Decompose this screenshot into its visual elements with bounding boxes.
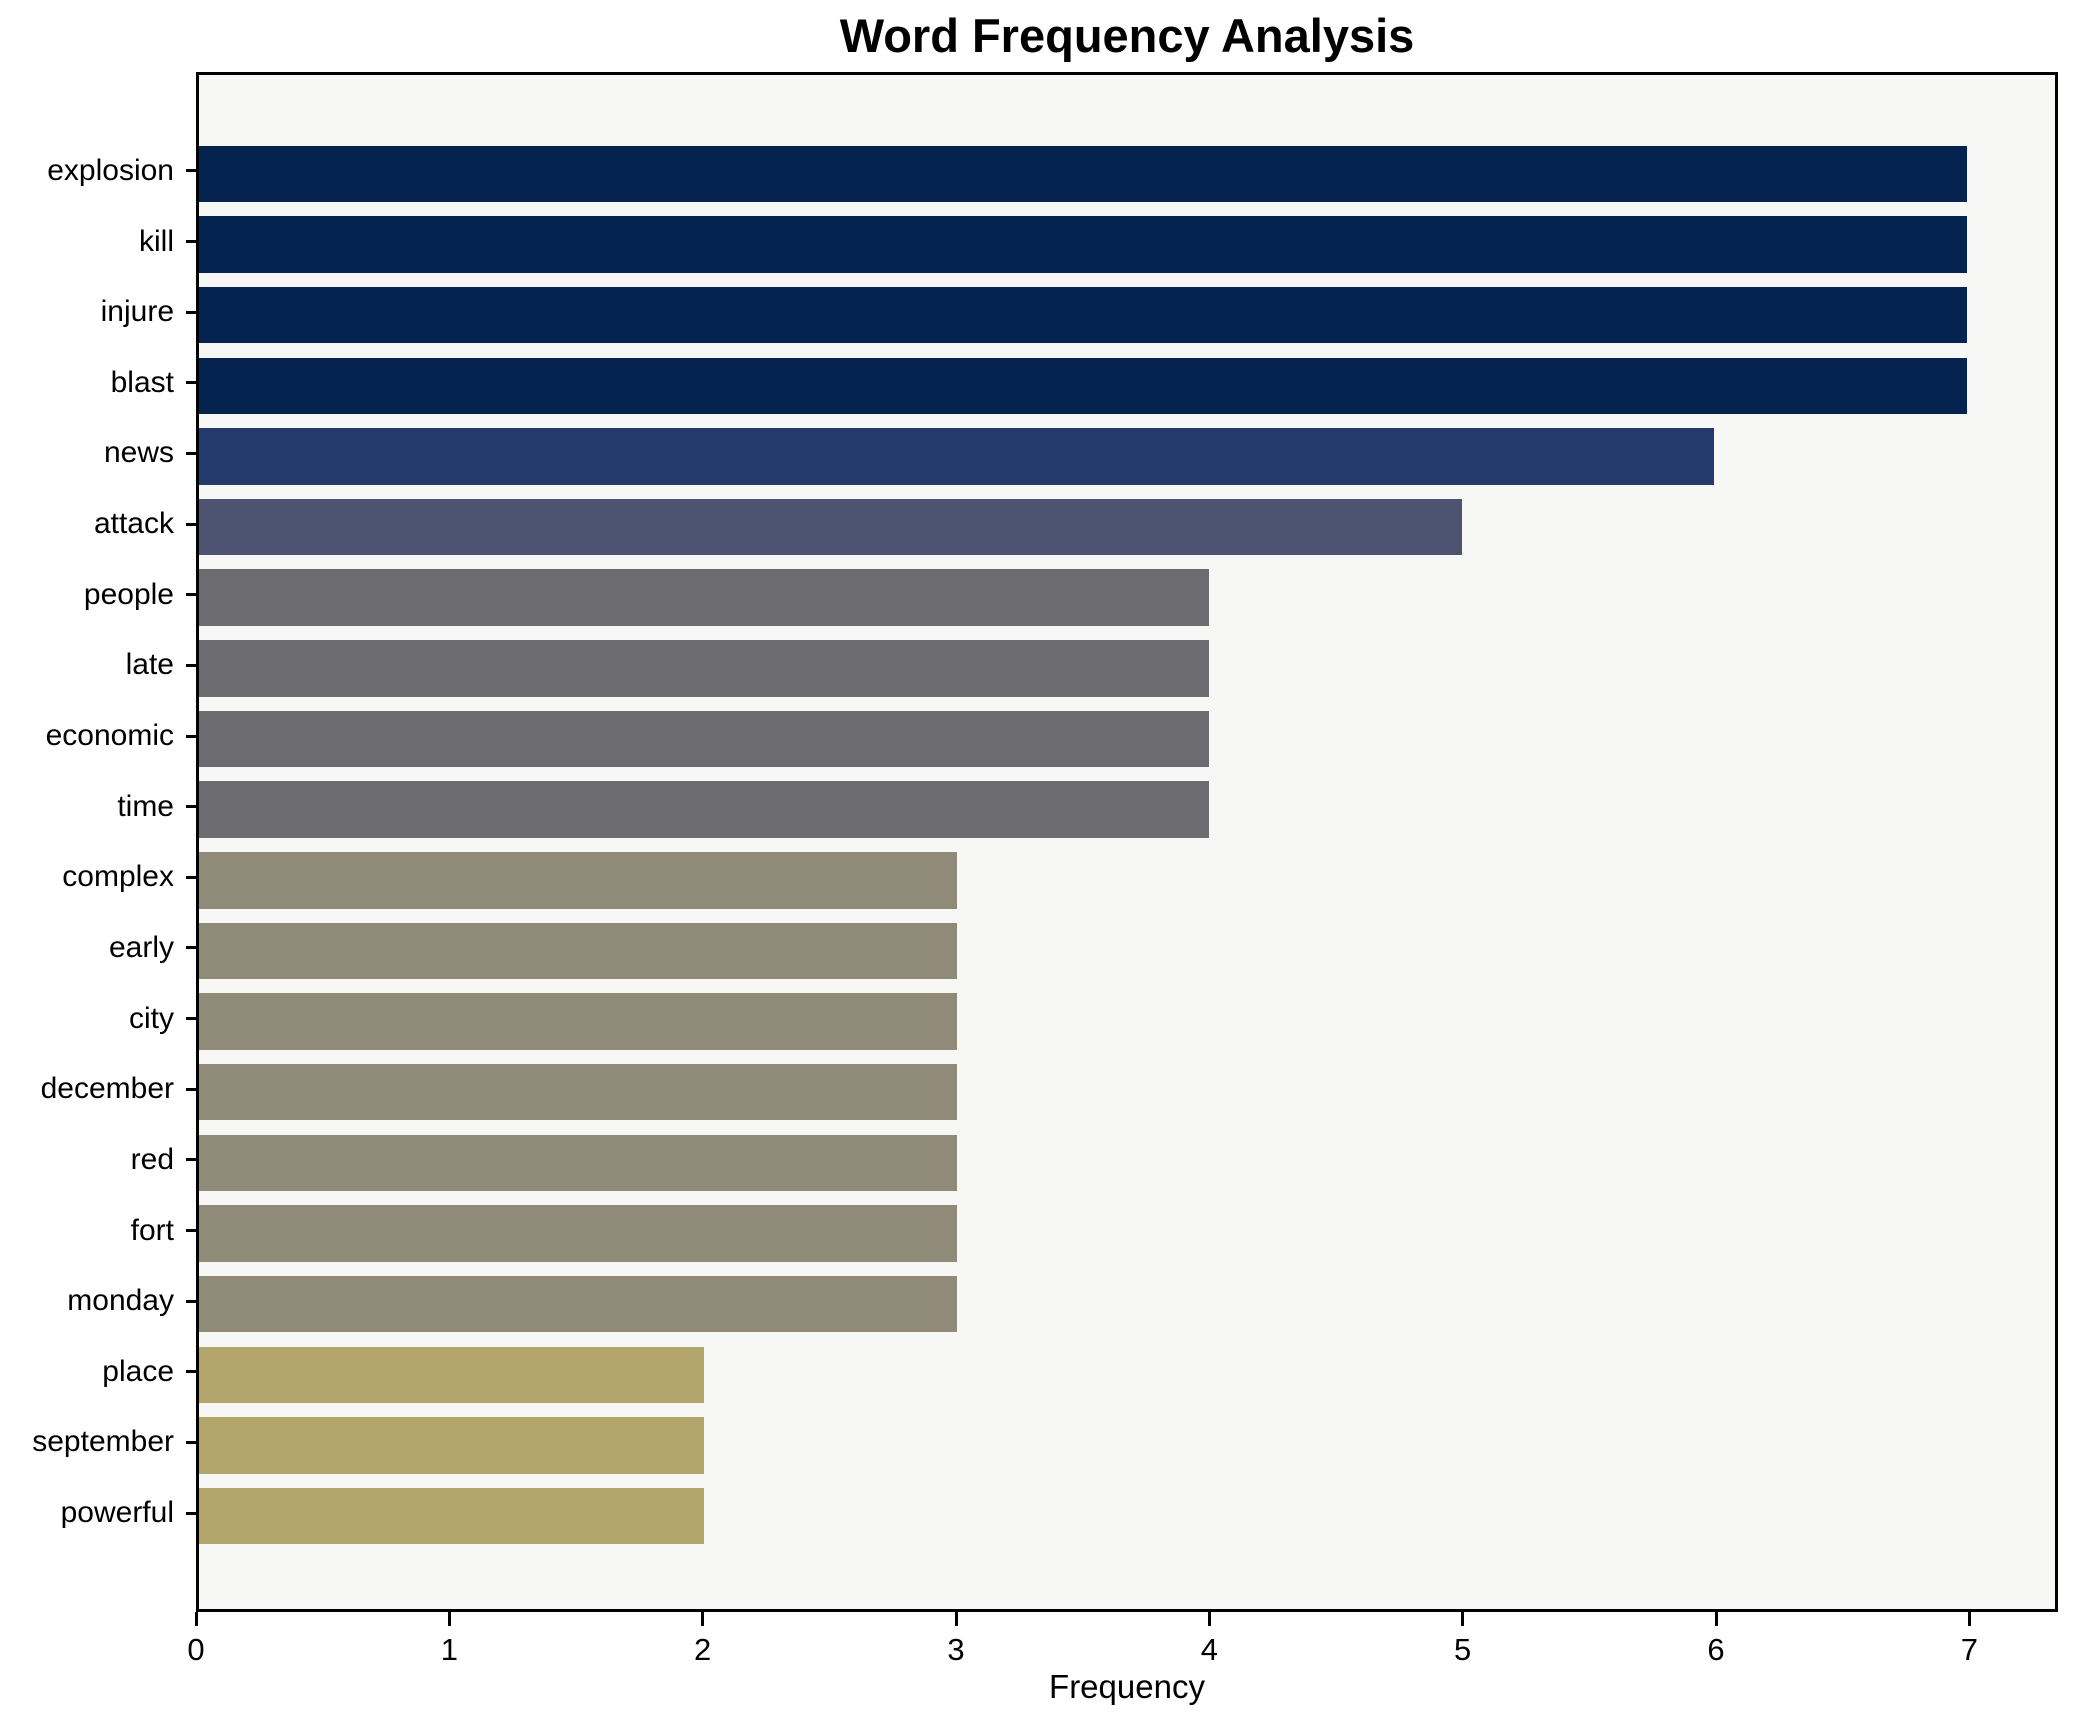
y-tick-label-kill: kill bbox=[139, 224, 174, 258]
x-tick-mark bbox=[447, 1612, 451, 1626]
y-tick-label-time: time bbox=[117, 789, 174, 823]
y-tick-mark bbox=[186, 1511, 196, 1515]
y-tick-label-powerful: powerful bbox=[60, 1496, 174, 1530]
bar-december bbox=[199, 1063, 957, 1121]
bar-city bbox=[199, 993, 957, 1050]
bar-red bbox=[199, 1134, 957, 1192]
x-tick-mark bbox=[1207, 1612, 1211, 1626]
y-tick-mark bbox=[186, 1229, 196, 1233]
y-tick-mark bbox=[186, 946, 196, 950]
y-tick-label-september: september bbox=[32, 1425, 174, 1459]
y-tick-mark bbox=[186, 1440, 196, 1444]
bar-place bbox=[199, 1346, 705, 1404]
x-tick-label-7: 7 bbox=[1960, 1632, 1978, 1667]
bar-early bbox=[199, 922, 957, 980]
y-tick-mark bbox=[186, 451, 196, 455]
x-tick-label-0: 0 bbox=[187, 1632, 205, 1667]
chart-title: Word Frequency Analysis bbox=[839, 9, 1415, 62]
bar-time bbox=[199, 781, 1210, 838]
y-tick-label-late: late bbox=[125, 648, 174, 682]
bar-fort bbox=[199, 1205, 957, 1262]
y-tick-label-people: people bbox=[83, 577, 174, 611]
y-tick-mark bbox=[186, 169, 196, 173]
x-tick-mark bbox=[1967, 1612, 1971, 1626]
bar-economic bbox=[199, 710, 1210, 768]
y-tick-mark bbox=[186, 310, 196, 314]
y-tick-label-place: place bbox=[102, 1354, 174, 1388]
y-tick-mark bbox=[186, 1370, 196, 1374]
y-tick-mark bbox=[186, 1017, 196, 1021]
y-tick-label-news: news bbox=[103, 436, 174, 470]
x-tick-label-5: 5 bbox=[1454, 1632, 1472, 1667]
y-tick-label-explosion: explosion bbox=[47, 153, 174, 187]
x-tick-mark bbox=[701, 1612, 705, 1626]
y-tick-label-early: early bbox=[108, 930, 174, 964]
y-tick-label-economic: economic bbox=[45, 719, 174, 753]
x-tick-mark bbox=[954, 1612, 958, 1626]
y-tick-mark bbox=[186, 1087, 196, 1091]
x-tick-mark bbox=[194, 1612, 198, 1626]
y-tick-label-injure: injure bbox=[100, 295, 174, 329]
y-tick-label-city: city bbox=[129, 1001, 174, 1035]
x-tick-label-4: 4 bbox=[1200, 1632, 1218, 1667]
y-tick-label-red: red bbox=[130, 1142, 174, 1176]
x-tick-label-2: 2 bbox=[694, 1632, 712, 1667]
y-tick-mark bbox=[186, 1299, 196, 1303]
y-tick-label-blast: blast bbox=[110, 365, 174, 399]
y-tick-mark bbox=[186, 381, 196, 385]
y-tick-mark bbox=[186, 1158, 196, 1162]
bar-powerful bbox=[199, 1487, 705, 1545]
bar-kill bbox=[199, 216, 1967, 273]
bar-monday bbox=[199, 1275, 957, 1333]
y-tick-mark bbox=[186, 240, 196, 244]
y-tick-label-december: december bbox=[40, 1072, 174, 1106]
bar-late bbox=[199, 640, 1210, 697]
bar-news bbox=[199, 428, 1715, 485]
y-tick-label-attack: attack bbox=[93, 507, 174, 541]
bar-explosion bbox=[199, 145, 1967, 203]
y-tick-mark bbox=[186, 593, 196, 597]
bar-injure bbox=[199, 286, 1967, 344]
x-tick-mark bbox=[1714, 1612, 1718, 1626]
bar-attack bbox=[199, 498, 1462, 556]
x-tick-label-6: 6 bbox=[1707, 1632, 1725, 1667]
plot-area bbox=[196, 72, 2058, 1612]
y-tick-label-complex: complex bbox=[62, 860, 174, 894]
y-tick-mark bbox=[186, 805, 196, 809]
x-tick-label-3: 3 bbox=[947, 1632, 965, 1667]
x-tick-mark bbox=[1461, 1612, 1465, 1626]
x-tick-label-1: 1 bbox=[440, 1632, 458, 1667]
bar-september bbox=[199, 1417, 705, 1474]
y-tick-label-monday: monday bbox=[67, 1284, 174, 1318]
bar-complex bbox=[199, 852, 957, 909]
bar-blast bbox=[199, 357, 1967, 415]
y-tick-label-fort: fort bbox=[130, 1213, 174, 1247]
y-tick-mark bbox=[186, 522, 196, 526]
y-tick-mark bbox=[186, 875, 196, 879]
y-tick-mark bbox=[186, 663, 196, 667]
y-tick-mark bbox=[186, 734, 196, 738]
x-axis-label: Frequency bbox=[1049, 1668, 1205, 1705]
bar-people bbox=[199, 569, 1210, 626]
